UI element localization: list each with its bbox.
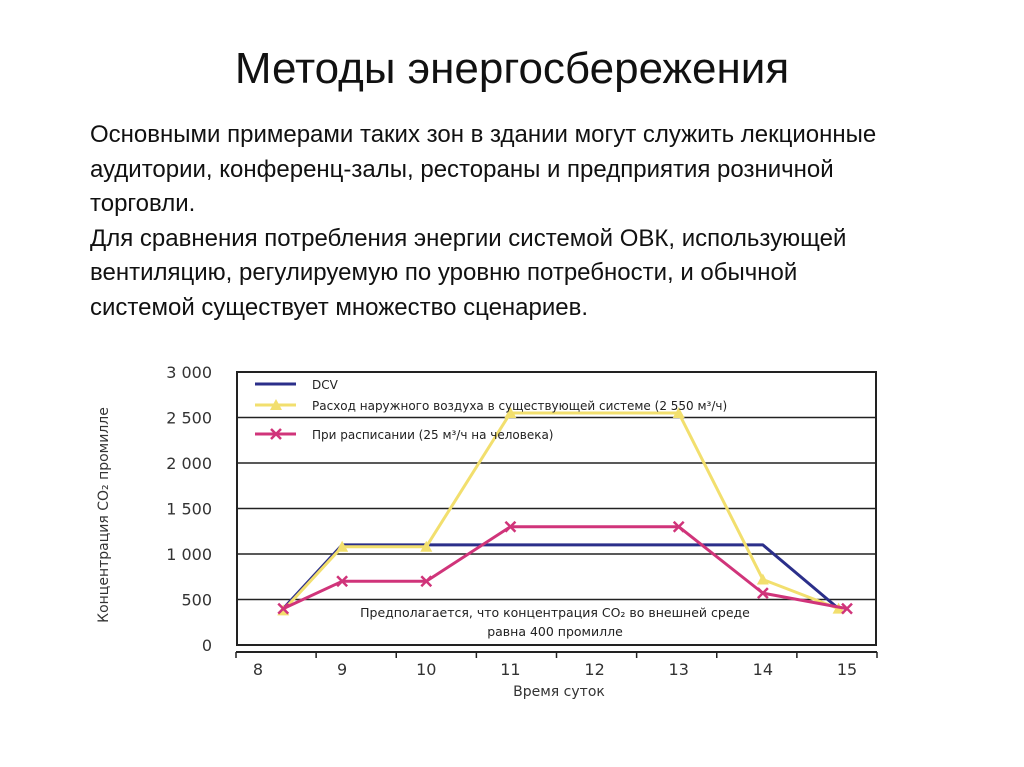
slide-title: Методы энергосбережения	[234, 44, 790, 93]
y-tick-label: 1 500	[166, 500, 212, 519]
x-tick-label: 11	[500, 660, 520, 679]
y-tick-label: 2 000	[166, 454, 212, 473]
data-point	[504, 520, 517, 533]
series-line	[282, 525, 848, 611]
x-tick-label: 15	[837, 660, 857, 679]
x-tick-label: 8	[253, 660, 263, 679]
data-point	[504, 406, 517, 418]
y-tick-label: 1 000	[166, 545, 212, 564]
y-tick-label: 3 000	[166, 363, 212, 382]
data-point	[420, 575, 433, 588]
data-point	[756, 587, 769, 600]
paragraph-1: Основными примерами таких зон в здании м…	[90, 121, 877, 217]
x-tick-label: 13	[669, 660, 689, 679]
axis-layer: 0 500 1 000 1 500 2 000 2 500 3 000 8 9 10 11 12 13 1…	[166, 363, 878, 679]
data-point	[672, 406, 685, 418]
data-point	[841, 602, 853, 615]
grid-layer	[236, 371, 877, 646]
legend-marker	[270, 399, 282, 410]
x-tick-label: 12	[584, 660, 604, 679]
x-axis-label: Время суток	[513, 684, 605, 700]
y-tick-label: 500	[181, 591, 212, 610]
y-axis-label-group: Концентрация CO₂ промилле	[96, 407, 112, 623]
data-point	[672, 520, 685, 533]
y-tick-label: 2 500	[166, 409, 212, 428]
annotation: Предполагается, что концентрация CO₂ во …	[360, 605, 750, 639]
annotation-line: равна 400 промилле	[487, 624, 623, 639]
x-tick-label: 10	[416, 660, 436, 679]
series-layer	[277, 406, 853, 616]
legend-label: DCV	[312, 378, 339, 392]
y-axis-label: Концентрация CO₂ промилле	[96, 407, 112, 623]
data-point	[336, 540, 349, 552]
annotation-line: Предполагается, что концентрация CO₂ во …	[360, 605, 750, 620]
data-point	[756, 573, 769, 585]
legend: DCV Расход наружного воздуха в существующ…	[255, 378, 727, 442]
x-tick-label: 9	[337, 660, 347, 679]
data-point	[420, 540, 433, 552]
legend-label: Расход наружного воздуха в существующей …	[312, 399, 727, 413]
legend-label: При расписании (25 м³/ч на человека)	[312, 428, 554, 442]
body-text: Основными примерами таких зон в здании м…	[90, 118, 890, 325]
legend-marker	[270, 428, 282, 440]
co2-chart: Концентрация CO₂ промилле 0 500 1 000 1 500…	[96, 363, 878, 700]
data-point	[277, 602, 290, 615]
y-tick-label: 0	[202, 636, 212, 655]
x-tick-label: 14	[753, 660, 773, 679]
paragraph-2: Для сравнения потребления энергии систем…	[90, 224, 847, 321]
data-point	[336, 575, 349, 588]
